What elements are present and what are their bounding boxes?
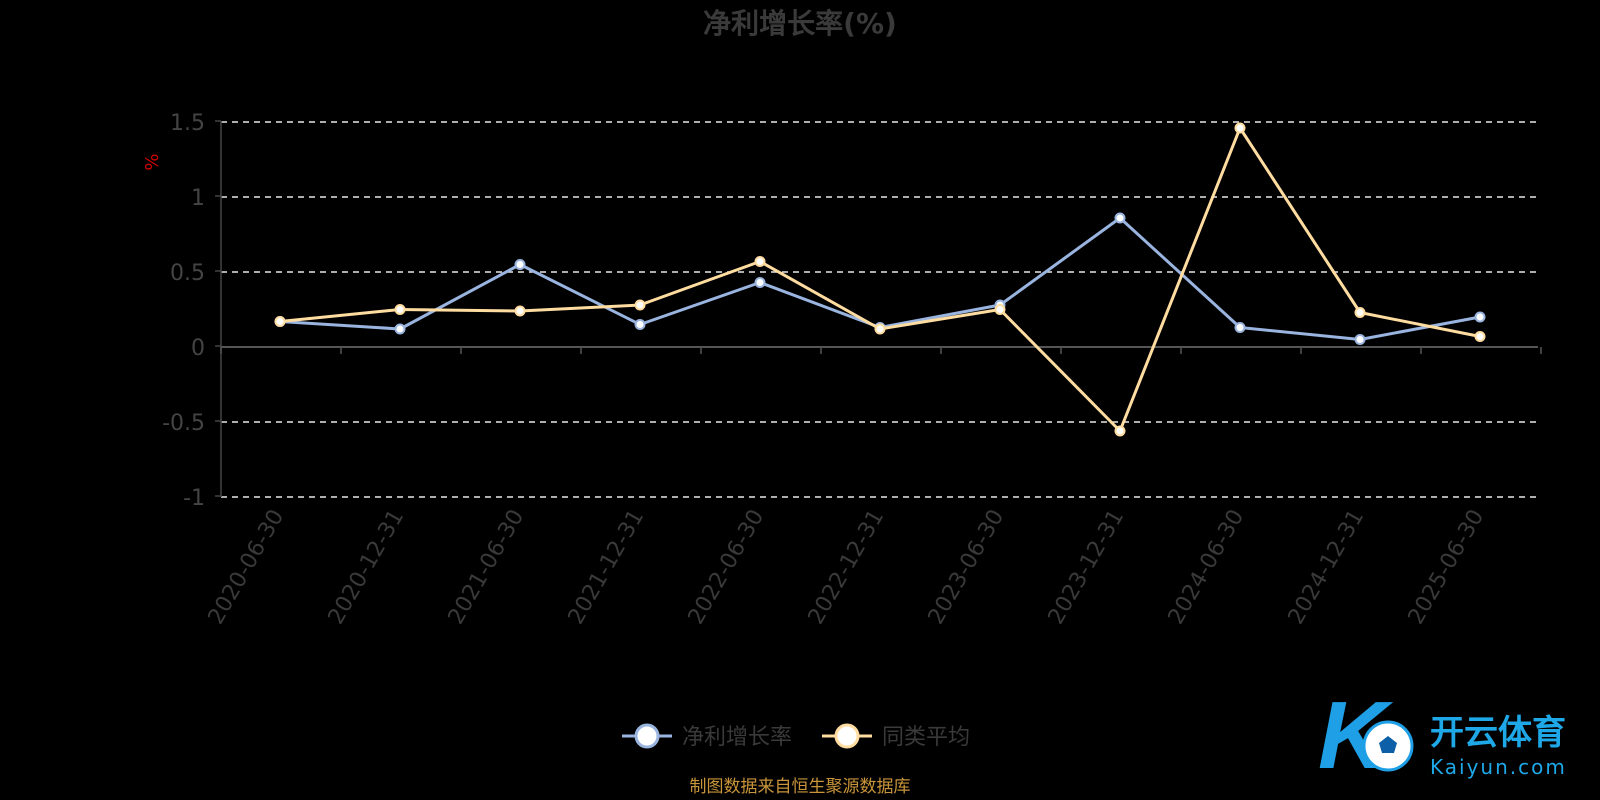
series-0-point[interactable] bbox=[1234, 322, 1246, 333]
y-tick-labels: 1.5 1 0.5 0 -0.5 -1 bbox=[162, 111, 205, 511]
axes bbox=[215, 120, 1542, 497]
data-source-note: 制图数据来自恒生聚源数据库 bbox=[690, 777, 911, 797]
series-0-point[interactable] bbox=[394, 323, 406, 335]
y-axis-unit: % bbox=[142, 153, 163, 170]
series-0-point[interactable] bbox=[1114, 212, 1126, 224]
series-1-point[interactable] bbox=[754, 256, 766, 267]
logo-name: 开云体育 bbox=[1430, 713, 1566, 753]
legend-label-net-profit: 净利增长率 bbox=[682, 725, 792, 750]
x-tick-label: 2024-06-30 bbox=[1164, 506, 1250, 629]
series-line-0 bbox=[279, 216, 1481, 341]
x-tick-label: 2023-06-30 bbox=[924, 506, 1010, 629]
series-1-point[interactable] bbox=[634, 299, 646, 311]
x-tick-labels: 2020-06-30 2020-12-31 2021-06-30 2021-12-31… bbox=[204, 506, 1490, 629]
legend-label-peer-average: 同类平均 bbox=[882, 725, 970, 750]
series-1-point[interactable] bbox=[1234, 122, 1246, 134]
series-0-point[interactable] bbox=[514, 259, 526, 270]
series-1-point[interactable] bbox=[514, 305, 526, 317]
legend-marker-net-profit bbox=[634, 723, 660, 749]
series-1-point[interactable] bbox=[874, 323, 886, 335]
series-1-point[interactable] bbox=[1114, 425, 1126, 437]
legend-item-peer-average[interactable]: 同类平均 bbox=[822, 723, 970, 750]
x-tick-label: 2025-06-30 bbox=[1404, 506, 1490, 629]
kaiyun-logo: K 开云体育 Kaiyun.com bbox=[1318, 682, 1567, 789]
y-tick-label: 1 bbox=[191, 186, 205, 211]
series-0-point[interactable] bbox=[634, 319, 646, 330]
logo-domain: Kaiyun.com bbox=[1430, 755, 1567, 779]
legend-marker-peer-average bbox=[834, 723, 860, 749]
legend-item-net-profit[interactable]: 净利增长率 bbox=[622, 723, 792, 750]
y-tick-label: -1 bbox=[183, 486, 205, 511]
chart-title: 净利增长率(%) bbox=[703, 7, 897, 40]
series-0-point[interactable] bbox=[754, 277, 766, 288]
series-1-point[interactable] bbox=[994, 304, 1006, 315]
series-1-point[interactable] bbox=[274, 316, 286, 327]
y-tick-label: 0 bbox=[191, 336, 205, 361]
series-line-1 bbox=[279, 126, 1481, 433]
series-layer bbox=[274, 122, 1486, 437]
x-tick-label: 2022-12-31 bbox=[804, 506, 890, 629]
x-tick-label: 2023-12-31 bbox=[1044, 506, 1130, 629]
legend[interactable]: 净利增长率 同类平均 bbox=[622, 723, 970, 750]
series-1-point[interactable] bbox=[1474, 331, 1486, 342]
series-0-point[interactable] bbox=[1474, 311, 1486, 323]
series-0-point[interactable] bbox=[1354, 334, 1366, 345]
x-tick-label: 2020-06-30 bbox=[204, 506, 290, 629]
x-tick-label: 2021-06-30 bbox=[444, 506, 530, 629]
x-tick-label: 2024-12-31 bbox=[1284, 506, 1370, 629]
x-tick-label: 2022-06-30 bbox=[684, 506, 770, 629]
series-1-point[interactable] bbox=[1354, 307, 1366, 318]
x-tick-label: 2020-12-31 bbox=[324, 506, 410, 629]
x-tick-label: 2021-12-31 bbox=[564, 506, 650, 629]
y-tick-label: -0.5 bbox=[162, 411, 205, 436]
y-tick-label: 1.5 bbox=[170, 111, 205, 136]
y-tick-label: 0.5 bbox=[170, 261, 205, 286]
series-1-point[interactable] bbox=[394, 304, 406, 315]
